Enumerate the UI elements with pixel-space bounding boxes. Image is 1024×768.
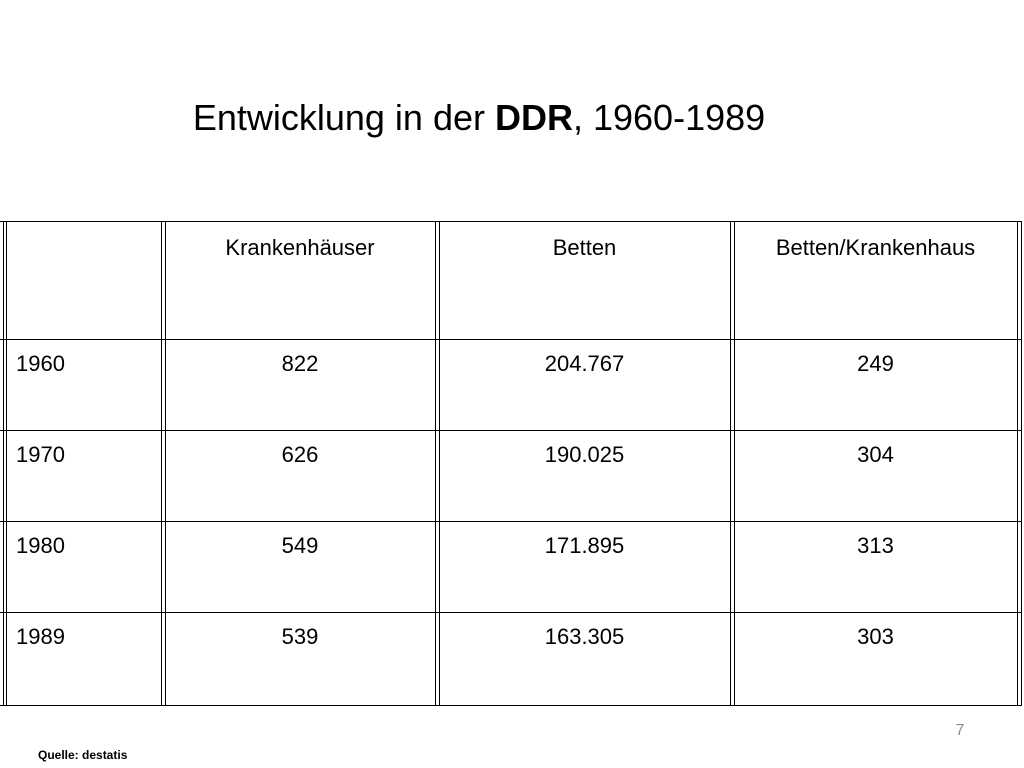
table-cell: 313	[857, 533, 894, 558]
title-prefix: Entwicklung in der	[192, 97, 495, 138]
year-cell: 1960	[16, 351, 65, 376]
header-cell: Krankenhäuser	[225, 235, 375, 260]
table-rule	[435, 221, 436, 706]
table-rule	[1017, 221, 1018, 706]
source-note: Quelle: destatis	[38, 748, 128, 762]
table-rule	[1021, 221, 1022, 706]
table-rule	[734, 221, 735, 706]
title-bold: DDR	[494, 97, 573, 138]
table-cell: 304	[857, 442, 894, 467]
table-cell: 163.305	[544, 624, 625, 649]
table-rule	[0, 430, 1022, 431]
table-cell: 249	[857, 351, 894, 376]
title-suffix: , 1960-1989	[572, 97, 766, 138]
slide-title: Entwicklung in der DDR, 1960-1989	[0, 96, 958, 140]
table-rule	[0, 612, 1022, 613]
table-cell: 190.025	[544, 442, 625, 467]
year-cell: 1980	[16, 533, 65, 558]
table-cell: 539	[281, 624, 319, 649]
table-cell: 204.767	[544, 351, 625, 376]
table-rule	[161, 221, 162, 706]
year-cell: 1970	[16, 442, 65, 467]
table-rule	[165, 221, 166, 706]
table-rule	[0, 339, 1022, 340]
table-rule	[0, 221, 1022, 222]
year-cell: 1989	[16, 624, 65, 649]
table-rule	[439, 221, 440, 706]
table-rule	[6, 221, 7, 706]
table-rule	[730, 221, 731, 706]
table-cell: 171.895	[544, 533, 625, 558]
data-table: Krankenhäuser Betten Betten/Krankenhaus …	[0, 221, 1024, 706]
page-number: 7	[955, 722, 965, 739]
table-cell: 549	[281, 533, 319, 558]
table-rule	[0, 521, 1022, 522]
table-cell: 626	[281, 442, 319, 467]
table-cell: 303	[857, 624, 894, 649]
table-rule	[0, 705, 1022, 706]
table-rule	[3, 221, 4, 706]
header-cell: Betten	[552, 235, 617, 260]
header-cell: Betten/Krankenhaus	[775, 235, 976, 260]
table-cell: 822	[281, 351, 319, 376]
